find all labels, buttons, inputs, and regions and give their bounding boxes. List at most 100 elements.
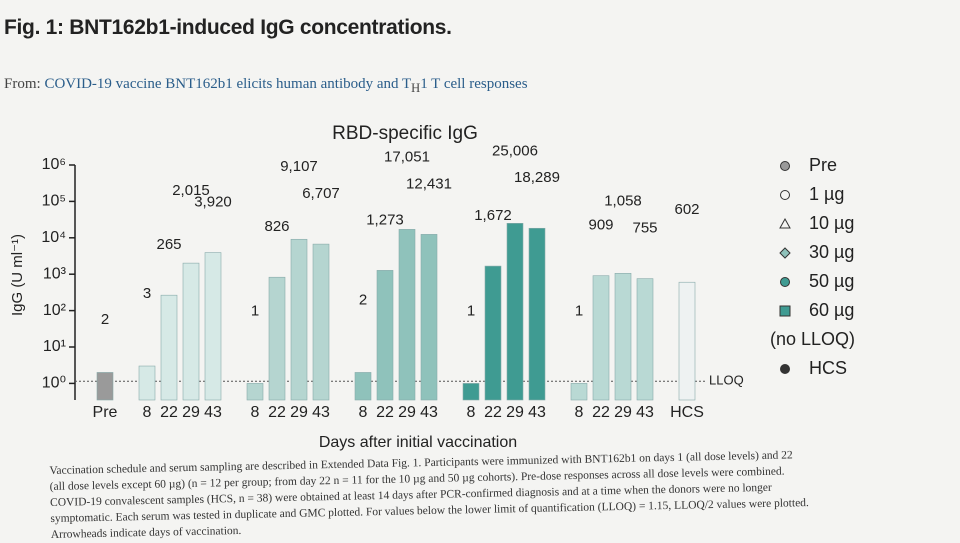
x-tick-label: 43 [636,404,654,421]
value-label: 1 [467,302,475,319]
legend-label: 50 µg [809,271,854,291]
legend-label: Pre [809,155,837,175]
value-label: 1,273 [366,211,404,228]
bar [506,223,524,401]
source-end: 1 T cell responses [420,76,528,92]
y-tick-label: 10⁰ [42,375,66,392]
x-tick-label: 29 [290,404,308,421]
legend-label: HCS [809,358,847,378]
value-label: 1,058 [604,192,642,209]
value-label: 25,006 [492,142,538,159]
bar [462,383,480,401]
value-label: 1 [251,302,259,319]
y-tick-label: 10⁵ [42,193,66,210]
value-label: 2 [101,311,109,328]
value-label: 3 [143,285,151,302]
x-tick-label: 43 [528,404,546,421]
value-label: 12,431 [406,175,452,192]
source-text: COVID-19 vaccine BNT162b1 elicits human … [44,76,412,92]
value-label: 2,015 [172,182,210,199]
y-tick-label: 10² [43,302,67,319]
x-tick-label: 8 [251,404,260,421]
bar [312,243,330,401]
x-tick-label: 22 [376,404,394,421]
chart: RBD-specific IgG IgG (U ml⁻¹) Days after… [9,123,855,451]
x-axis-label: Days after initial vaccination [319,434,517,451]
value-label: 265 [156,236,181,253]
x-tick-label: 29 [614,404,632,421]
y-tick-label: 10³ [43,265,67,282]
value-label: 2 [359,291,367,308]
bar [96,372,114,401]
lloq-label: LLOQ [709,373,744,388]
bar [484,265,502,401]
bar [570,383,588,401]
figure-source: From: COVID-19 vaccine BNT162b1 elicits … [4,76,528,96]
legend-marker [780,364,790,374]
x-tick-label: 22 [268,404,286,421]
legend-marker [780,161,790,171]
x-tick-label: 22 [160,404,178,421]
legend-label: 1 µg [809,184,844,204]
legend-marker [779,247,791,259]
bar [268,276,286,401]
bar [636,278,654,401]
bar [204,252,222,401]
legend-marker [779,305,791,317]
chart-title: RBD-specific IgG [332,123,478,144]
value-label: 9,107 [280,158,318,175]
legend-marker [780,190,790,200]
bar [420,234,438,401]
x-tick-label: 29 [398,404,416,421]
x-tick-label: 29 [506,404,524,421]
value-label: 17,051 [384,148,430,165]
bar [376,270,394,401]
x-tick-label: 8 [143,404,152,421]
value-label: 602 [674,201,699,218]
bar [354,372,372,401]
y-axis-label: IgG (U ml⁻¹) [9,234,26,316]
bar [290,238,308,401]
bar [246,383,264,401]
value-label: 826 [264,218,289,235]
value-label: 1,672 [474,207,512,224]
bar [160,294,178,401]
x-tick-label: 43 [312,404,330,421]
x-tick-label: HCS [670,404,704,421]
x-tick-label: 43 [204,404,222,421]
legend-label: 60 µg [809,300,854,320]
source-sub: H [411,81,421,95]
legend-label: 30 µg [809,242,854,262]
legend-label: 10 µg [809,213,854,233]
y-tick-label: 10⁴ [41,229,66,246]
y-tick-label: 10⁶ [42,156,66,173]
caption: Vaccination schedule and serum sampling … [49,449,809,541]
bar [678,281,696,401]
x-tick-label: 8 [575,404,584,421]
x-tick-label: 22 [484,404,502,421]
bar [528,227,546,401]
figure-title: Fig. 1: BNT162b1-induced IgG concentrati… [4,16,452,39]
bar [182,262,200,401]
legend-marker [779,217,791,229]
y-tick-label: 10¹ [43,338,66,355]
x-tick-label: 22 [592,404,610,421]
bar [592,275,610,401]
bar [138,365,156,401]
x-tick-label: 8 [359,404,368,421]
value-label: 1 [575,302,583,319]
value-label: 909 [588,217,613,234]
bar [398,229,416,401]
legend-label: (no LLOQ) [770,329,855,349]
x-tick-label: 43 [420,404,438,421]
x-tick-label: 29 [182,404,200,421]
legend-marker [780,277,790,287]
value-label: 18,289 [514,169,560,186]
x-tick-label: 8 [467,404,476,421]
value-label: 6,707 [302,185,340,202]
value-label: 755 [632,220,657,237]
from-label: From: [4,76,41,92]
x-tick-label: Pre [93,404,118,421]
value-label: 3,920 [194,194,232,211]
